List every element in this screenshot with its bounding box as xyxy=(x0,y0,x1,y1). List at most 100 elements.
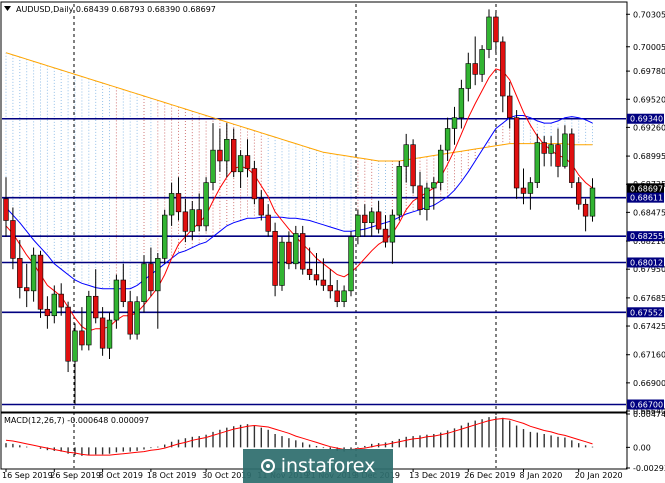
time-tick-label: 20 Jan 2020 xyxy=(575,471,623,480)
symbol-triangle-icon xyxy=(4,6,11,11)
candle-body xyxy=(120,279,127,302)
candle-body xyxy=(51,293,58,317)
price-tick-label: 0.66640 xyxy=(633,407,665,416)
macd-tick-label: 0.00474 xyxy=(633,410,665,419)
candle-body xyxy=(293,233,299,265)
price-label-text: 0.66700 xyxy=(630,401,663,410)
price-tick-label: 0.69780 xyxy=(633,67,665,76)
price-tick-label: 0.66900 xyxy=(633,379,665,388)
candle-body xyxy=(65,306,71,362)
macd-tick-label: -0.00293 xyxy=(633,464,665,473)
price-label-box xyxy=(627,183,664,194)
candle-body xyxy=(548,144,554,154)
candle-body xyxy=(203,182,209,227)
watermark-text: instaforex xyxy=(280,455,376,477)
price-tick-label: 0.69520 xyxy=(633,95,665,104)
macd-indicator: 0.00474 0.00 -0.00293 xyxy=(5,410,665,473)
candle-body xyxy=(382,228,389,243)
candle-body xyxy=(541,142,547,154)
macd-label: MACD(12,26,7) -0.000648 0.000097 xyxy=(4,416,149,425)
candle-body xyxy=(479,49,485,75)
candle-body xyxy=(575,182,582,205)
candle-body xyxy=(217,149,223,162)
candle-body xyxy=(306,268,313,275)
candle-body xyxy=(444,128,451,151)
candle-body xyxy=(527,182,534,194)
time-tick-label: 16 Sep 2019 xyxy=(2,471,53,480)
candle-body xyxy=(396,166,402,216)
candle-body xyxy=(500,41,506,97)
candle-body xyxy=(79,330,85,346)
candle-body xyxy=(520,187,527,194)
candle-body xyxy=(72,330,78,362)
candle-body xyxy=(534,142,541,183)
price-tick-label: 0.67425 xyxy=(633,322,665,331)
price-label-text: 0.68697 xyxy=(630,184,663,193)
price-label-box xyxy=(627,231,664,242)
candle-body xyxy=(23,287,30,292)
candle-body xyxy=(272,231,278,286)
candle-body xyxy=(465,63,471,89)
candle-body xyxy=(417,185,423,210)
slow-moving-average xyxy=(5,52,593,162)
candle-body xyxy=(58,293,64,308)
price-label-box xyxy=(627,399,664,410)
instaforex-watermark: instaforex xyxy=(243,449,393,483)
time-tick-label: 8 Oct 2019 xyxy=(99,471,143,480)
candle-body xyxy=(513,117,520,189)
candle-body xyxy=(244,155,251,169)
candle-body xyxy=(258,198,264,216)
price-label-box xyxy=(627,113,664,124)
candle-body xyxy=(555,144,561,167)
candle-body xyxy=(410,144,416,187)
time-tick-label: 26 Sep 2019 xyxy=(50,471,101,480)
candle-body xyxy=(3,198,9,221)
candle-body xyxy=(93,295,99,319)
candle-body xyxy=(162,214,168,259)
time-tick-label: 26 Dec 2019 xyxy=(464,471,515,480)
candle-body xyxy=(472,63,478,75)
candle-body xyxy=(196,209,202,227)
candle-body xyxy=(341,290,347,302)
candle-body xyxy=(327,285,333,292)
candle-body xyxy=(168,193,175,216)
candle-body xyxy=(286,241,292,265)
macd-signal-line xyxy=(5,417,593,456)
candle-body xyxy=(155,258,161,292)
candle-body xyxy=(458,88,465,118)
chart-title: AUDUSD,Daily 0.68439 0.68793 0.68390 0.6… xyxy=(16,5,216,14)
candle-body xyxy=(403,144,409,167)
candle-body xyxy=(279,241,285,286)
price-label-text: 0.68012 xyxy=(630,258,663,267)
candle-body xyxy=(389,214,396,243)
candle-body xyxy=(86,295,92,346)
candle-body xyxy=(37,254,44,310)
candle-body xyxy=(127,301,133,335)
candle-body xyxy=(106,319,113,349)
candle-body xyxy=(299,233,306,270)
candle-body xyxy=(424,187,430,210)
main-chart-border xyxy=(0,1,628,413)
candle-body xyxy=(113,279,120,321)
price-axis: 0.70305 0.70005 0.69780 0.69520 0.69260 0.689… xyxy=(626,10,665,416)
candle-body xyxy=(582,203,589,217)
price-label-text: 0.68255 xyxy=(630,232,663,241)
candle-body xyxy=(237,155,244,173)
candle-body xyxy=(437,149,444,183)
candle-body xyxy=(231,139,237,173)
horizontal-levels xyxy=(2,117,626,406)
price-tick-label: 0.70305 xyxy=(633,10,665,19)
candle-body xyxy=(348,236,354,292)
candle-body xyxy=(493,16,499,43)
candlesticks xyxy=(3,9,596,405)
candle-body xyxy=(30,254,37,292)
candle-body xyxy=(569,133,575,183)
price-label-box xyxy=(627,307,664,318)
candle-body xyxy=(589,187,596,217)
price-tick-label: 0.68210 xyxy=(633,237,665,246)
candle-body xyxy=(320,279,327,286)
candle-body xyxy=(10,220,16,259)
instaforex-logo-icon xyxy=(260,459,275,473)
